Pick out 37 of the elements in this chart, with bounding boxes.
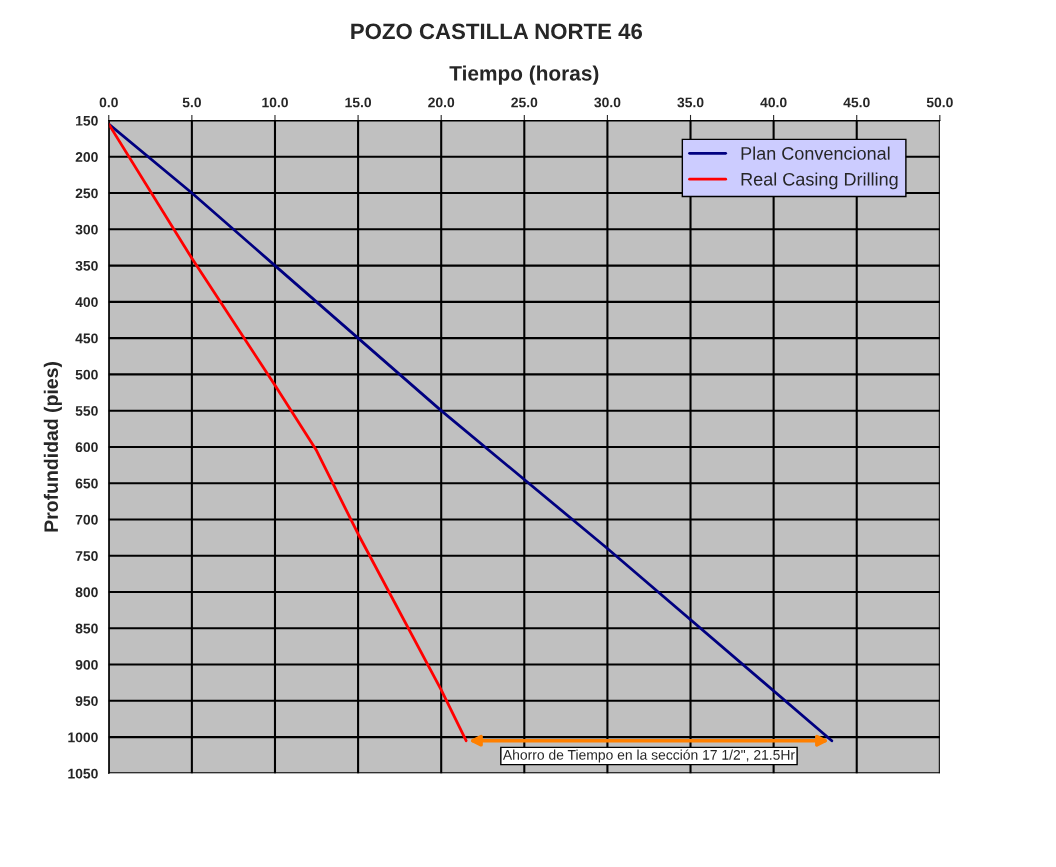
x-tick-label: 45.0 [843, 97, 870, 108]
y-tick-label: 750 [75, 551, 98, 561]
x-axis-title: Tiempo (horas) [449, 65, 599, 85]
y-tick-label: 450 [75, 333, 98, 344]
y-tick-label: 500 [75, 369, 98, 380]
y-tick-label: 550 [75, 406, 98, 416]
annotation: Ahorro de Tiempo en la sección 17 1/2", 21.5Hr [502, 749, 795, 763]
x-tick-label: 25.0 [511, 97, 538, 108]
y-tick-label: 350 [75, 260, 98, 271]
y-tick-label: 200 [75, 152, 98, 162]
chart-title: POZO CASTILLA NORTE 46 [351, 23, 643, 40]
y-tick-label: 800 [75, 587, 98, 598]
x-tick-label: 50.0 [926, 97, 953, 108]
y-tick-label: 600 [75, 442, 98, 453]
y-tick-label: 1050 [68, 768, 98, 779]
legend-label: Plan Convencional [741, 146, 890, 160]
y-tick-label: 650 [75, 478, 98, 489]
x-tick-label: 15.0 [345, 97, 372, 108]
y-tick-label: 250 [75, 188, 98, 199]
y-tick-label: 150 [76, 115, 98, 126]
y-tick-label: 950 [75, 696, 98, 706]
x-tick-label: 40.0 [760, 97, 787, 108]
y-axis-title: Profundidad (pies) [43, 362, 62, 532]
x-tick-label: 35.0 [677, 97, 704, 108]
y-tick-label: 900 [75, 659, 98, 670]
x-tick-label: 30.0 [594, 97, 621, 108]
x-tick-label: 5.0 [182, 97, 201, 108]
y-tick-label: 300 [75, 224, 98, 235]
y-tick-label: 400 [75, 297, 98, 308]
x-tick-label: 20.0 [428, 97, 455, 108]
x-tick-label: 10.0 [262, 97, 288, 108]
y-tick-label: 1000 [68, 732, 98, 743]
x-tick-label: 0.0 [99, 97, 118, 108]
line-series [108, 122, 468, 743]
y-tick-label: 700 [75, 514, 98, 525]
legend-label: Real Casing Drilling [741, 172, 898, 190]
y-tick-label: 850 [75, 623, 98, 634]
